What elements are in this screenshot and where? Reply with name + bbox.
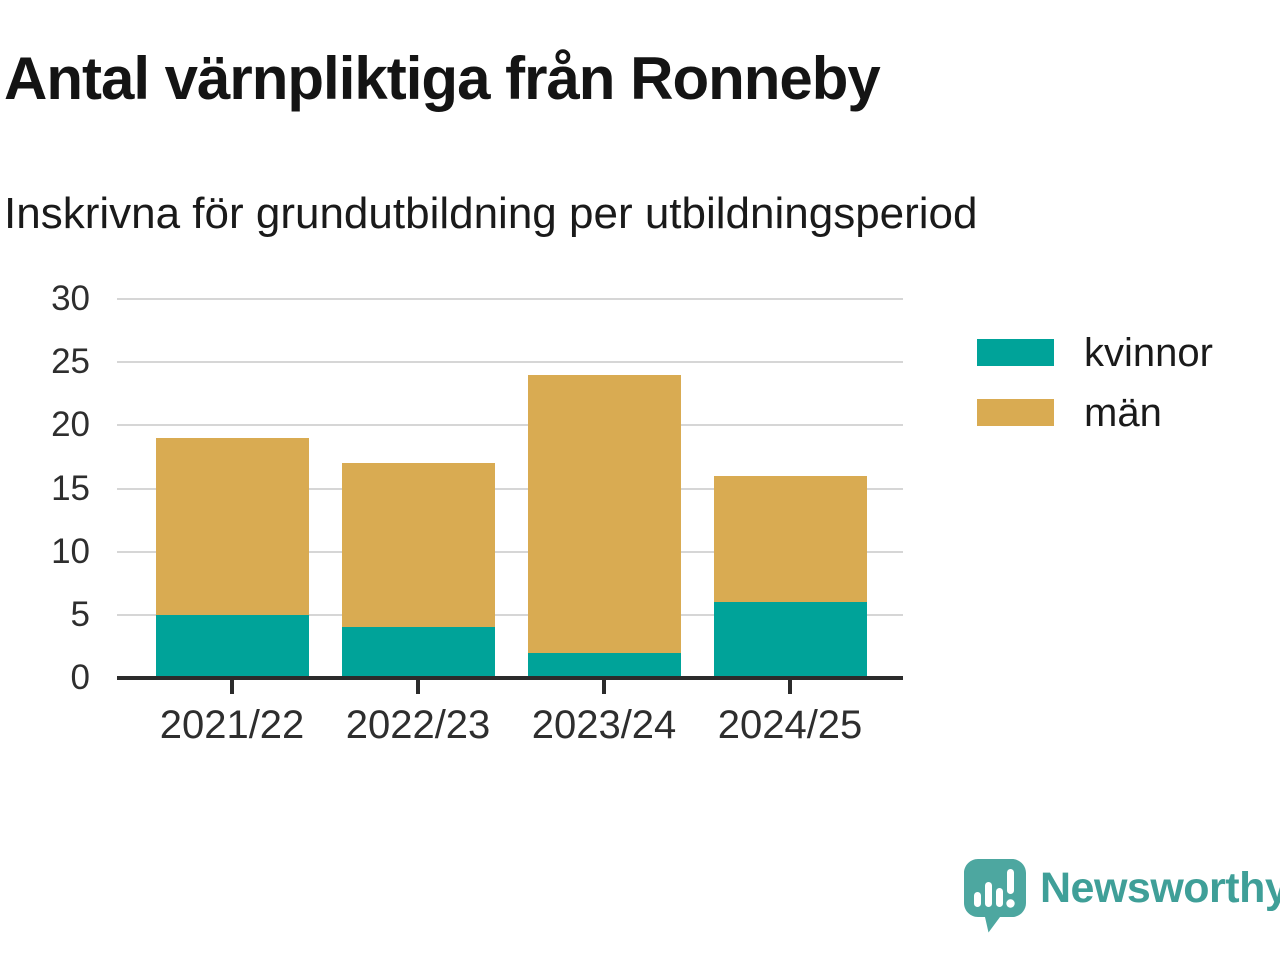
gridline-y-10 [117, 550, 903, 553]
y-tick-label-15: 15 [51, 468, 90, 508]
newsworthy-logo-icon [964, 859, 1026, 933]
legend: kvinnor män [977, 333, 1213, 459]
bar-2023/24-kvinnor [527, 652, 681, 678]
x-tick-2023/24 [602, 680, 606, 694]
bar-2024/25-män [713, 475, 867, 603]
bar-2021/22-män [155, 437, 309, 615]
gridline-y-30 [117, 298, 903, 300]
x-axis-line [117, 676, 903, 680]
bar-2021/22-kvinnor [155, 614, 309, 678]
gridline-y-5 [117, 613, 903, 616]
x-tick-label-2022/23: 2022/23 [345, 703, 491, 747]
y-tick-label-25: 25 [51, 342, 90, 382]
y-tick-label-10: 10 [51, 531, 90, 571]
legend-item-kvinnor: kvinnor [977, 333, 1213, 373]
bar-2023/24-män [527, 374, 681, 653]
y-tick-label-30: 30 [51, 279, 90, 318]
brand-name: Newsworthy [1040, 864, 1280, 912]
gridline-y-25 [117, 361, 903, 364]
bar-2022/23-män [341, 463, 495, 628]
y-tick-label-0: 0 [70, 658, 90, 697]
y-tick-label-20: 20 [51, 405, 90, 445]
speech-bubble-shape [964, 859, 1026, 933]
y-tick-label-5: 5 [70, 594, 90, 634]
chart-title: Antal värnpliktiga från Ronneby [4, 45, 881, 112]
gridline-y-20 [117, 424, 903, 427]
legend-label-kvinnor: kvinnor [1084, 330, 1213, 375]
gridline-y-15 [117, 487, 903, 490]
legend-label-man: män [1084, 390, 1162, 435]
x-tick-label-2021/22: 2021/22 [159, 703, 305, 747]
legend-swatch-kvinnor [977, 339, 1054, 366]
x-tick-2021/22 [230, 680, 234, 694]
bar-2024/25-kvinnor [713, 602, 867, 678]
plot-area: 0 5 10 15 20 25 30 [51, 281, 903, 696]
bar-2022/23-kvinnor [341, 627, 495, 678]
legend-swatch-man [977, 399, 1054, 426]
chart-subtitle: Inskrivna för grundutbildning per utbild… [4, 189, 978, 238]
x-tick-label-2024/25: 2024/25 [717, 703, 863, 747]
x-tick-2024/25 [788, 680, 792, 694]
x-tick-2022/23 [416, 680, 420, 694]
brand-footer: Newsworthy [963, 858, 1280, 934]
legend-item-man: män [977, 393, 1213, 433]
x-tick-label-2023/24: 2023/24 [531, 703, 677, 747]
